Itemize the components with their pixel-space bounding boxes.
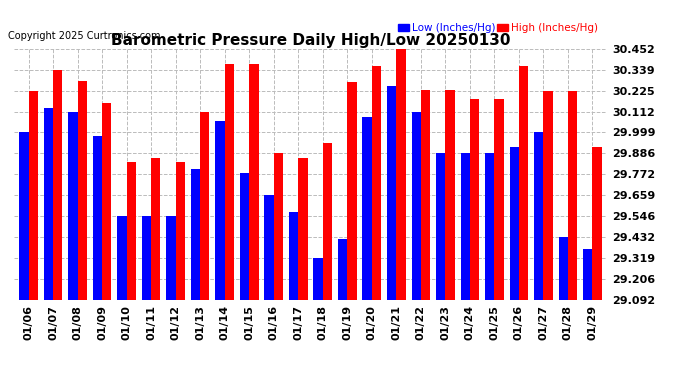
Bar <box>249 64 259 300</box>
Bar <box>396 49 406 300</box>
Bar <box>568 91 578 300</box>
Bar <box>347 82 357 300</box>
Bar <box>470 99 479 300</box>
Bar <box>225 64 234 300</box>
Legend: Low (Inches/Hg), High (Inches/Hg): Low (Inches/Hg), High (Inches/Hg) <box>394 19 602 37</box>
Bar <box>92 136 102 300</box>
Bar <box>460 153 470 300</box>
Bar <box>338 239 347 300</box>
Bar <box>151 158 161 300</box>
Bar <box>19 132 28 300</box>
Bar <box>53 70 62 300</box>
Bar <box>387 86 396 300</box>
Bar <box>240 173 249 300</box>
Bar <box>372 66 381 300</box>
Bar <box>485 153 495 300</box>
Bar <box>559 237 568 300</box>
Bar <box>274 153 283 300</box>
Bar <box>28 91 38 300</box>
Title: Barometric Pressure Daily High/Low 20250130: Barometric Pressure Daily High/Low 20250… <box>111 33 510 48</box>
Bar <box>323 143 332 300</box>
Bar <box>519 66 529 300</box>
Bar <box>264 195 274 300</box>
Text: Copyright 2025 Curtronics.com: Copyright 2025 Curtronics.com <box>8 31 160 41</box>
Bar <box>77 81 87 300</box>
Bar <box>126 162 136 300</box>
Bar <box>421 90 430 300</box>
Bar <box>176 162 185 300</box>
Bar <box>411 112 421 300</box>
Bar <box>436 153 445 300</box>
Bar <box>534 132 544 300</box>
Bar <box>43 108 53 300</box>
Bar <box>191 169 200 300</box>
Bar <box>68 112 77 300</box>
Bar <box>142 216 151 300</box>
Bar <box>593 147 602 300</box>
Bar <box>583 249 593 300</box>
Bar <box>102 103 111 300</box>
Bar <box>445 90 455 300</box>
Bar <box>289 212 298 300</box>
Bar <box>313 258 323 300</box>
Bar <box>200 112 210 300</box>
Bar <box>298 158 308 300</box>
Bar <box>495 99 504 300</box>
Bar <box>510 147 519 300</box>
Bar <box>544 91 553 300</box>
Bar <box>166 216 176 300</box>
Bar <box>362 117 372 300</box>
Bar <box>117 216 126 300</box>
Bar <box>215 121 225 300</box>
